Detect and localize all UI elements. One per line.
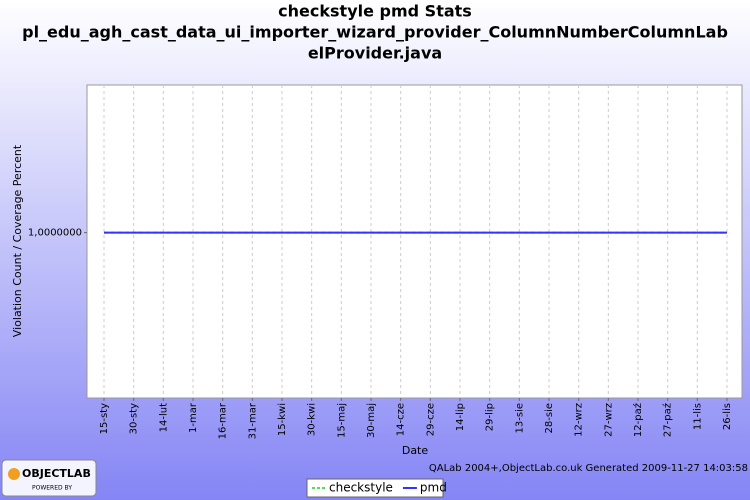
x-tick-label: 12-paź [632,403,644,437]
x-tick-label: 27-wrz [603,403,614,437]
x-tick-label: 26-lis [722,403,733,430]
logo-tagline: POWERED BY [32,485,72,492]
logo: OBJECTLAB POWERED BY [1,459,97,497]
x-axis-label: Date [402,444,429,457]
x-tick-label: 15-kwi [277,403,288,436]
x-tick-label: 15-sty [99,403,110,434]
x-tick-label: 28-sie [544,403,555,433]
x-tick-label: 14-lut [158,403,169,432]
x-tick-label: 30-kwi [307,403,318,436]
x-tick-label: 30-maj [366,403,377,438]
x-tick-label: 31-mar [247,402,258,439]
x-tick-label: 27-paź [662,403,674,437]
plot-area [86,84,743,399]
x-tick-label: 13-sie [514,403,525,433]
x-tick-label: 14-cze [396,403,407,436]
y-axis-label: Violation Count / Coverage Percent [11,144,24,337]
logo-box [1,459,97,497]
x-tick-label: 29-cze [425,403,436,436]
x-tick-label: 1-mar [188,402,199,433]
chart-title: pl_edu_agh_cast_data_ui_importer_wizard_… [22,23,728,42]
logo-icon [8,468,20,480]
logo-name: OBJECTLAB [22,467,91,480]
x-tick-label: 29-lip [485,403,496,431]
x-tick-label: 11-lis [692,403,703,430]
legend-label: checkstyle [329,481,393,495]
x-tick-label: 12-wrz [574,403,585,437]
legend-label: pmd [420,481,447,495]
x-tick-label: 16-mar [218,402,229,439]
x-tick-label: 30-sty [129,403,140,434]
chart-title: checkstyle pmd Stats [278,2,472,21]
footer: QALab 2004+,ObjectLab.co.uk Generated 20… [429,463,748,474]
y-tick-label: 1,0000000 [28,228,82,239]
chart-title: elProvider.java [308,44,442,63]
x-tick-label: 15-maj [336,403,347,438]
x-tick-label: 14-lip [455,403,466,431]
legend-box [306,478,444,498]
